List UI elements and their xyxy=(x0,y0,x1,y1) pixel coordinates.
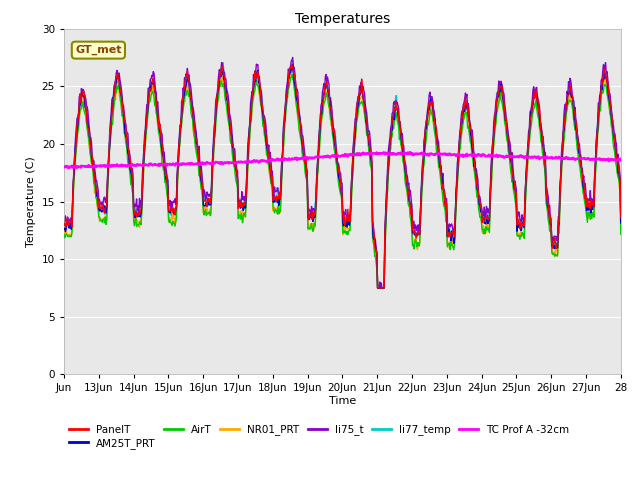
AM25T_PRT xyxy=(617,220,625,226)
TC Prof A -32cm xyxy=(433,151,440,156)
NR01_PRT xyxy=(60,232,68,238)
TC Prof A -32cm xyxy=(277,157,285,163)
NR01_PRT xyxy=(287,69,295,75)
TC Prof A -32cm xyxy=(617,156,625,162)
AirT xyxy=(255,88,263,94)
NR01_PRT xyxy=(276,210,284,216)
TC Prof A -32cm xyxy=(401,150,408,156)
li75_t xyxy=(401,160,409,166)
AirT xyxy=(374,285,381,291)
li77_temp xyxy=(228,134,236,140)
PanelT xyxy=(228,139,236,144)
li77_temp xyxy=(289,58,296,63)
Line: NR01_PRT: NR01_PRT xyxy=(64,72,621,288)
AirT xyxy=(288,72,296,78)
AM25T_PRT xyxy=(374,285,381,291)
AirT xyxy=(433,148,440,154)
AirT xyxy=(125,166,133,172)
Line: PanelT: PanelT xyxy=(64,65,621,288)
li75_t xyxy=(289,55,296,60)
AM25T_PRT xyxy=(228,133,236,139)
Title: Temperatures: Temperatures xyxy=(295,12,390,26)
PanelT xyxy=(288,62,296,68)
NR01_PRT xyxy=(433,141,440,147)
PanelT xyxy=(433,130,440,136)
Line: li75_t: li75_t xyxy=(64,58,621,288)
AirT xyxy=(228,141,236,147)
PanelT xyxy=(60,222,68,228)
AM25T_PRT xyxy=(401,168,409,174)
li75_t xyxy=(255,73,263,79)
NR01_PRT xyxy=(255,92,263,98)
AirT xyxy=(60,231,68,237)
AirT xyxy=(617,231,625,237)
AM25T_PRT xyxy=(276,196,284,202)
AM25T_PRT xyxy=(289,62,296,68)
AM25T_PRT xyxy=(60,226,68,232)
li77_temp xyxy=(60,218,68,224)
TC Prof A -32cm xyxy=(73,165,81,171)
AM25T_PRT xyxy=(433,133,440,139)
li75_t xyxy=(228,126,236,132)
AirT xyxy=(276,209,284,215)
Line: AirT: AirT xyxy=(64,75,621,288)
li77_temp xyxy=(617,220,625,226)
li77_temp xyxy=(255,83,263,88)
li75_t xyxy=(374,285,381,291)
PanelT xyxy=(617,214,625,220)
NR01_PRT xyxy=(401,176,409,181)
NR01_PRT xyxy=(374,285,381,291)
TC Prof A -32cm xyxy=(256,158,264,164)
TC Prof A -32cm xyxy=(60,164,68,170)
li77_temp xyxy=(401,163,409,169)
NR01_PRT xyxy=(228,138,236,144)
TC Prof A -32cm xyxy=(228,159,236,165)
PanelT xyxy=(401,164,409,170)
TC Prof A -32cm xyxy=(126,163,134,169)
li75_t xyxy=(617,217,625,223)
NR01_PRT xyxy=(617,230,625,236)
PanelT xyxy=(255,78,263,84)
PanelT xyxy=(276,196,284,202)
Legend: PanelT, AM25T_PRT, AirT, NR01_PRT, li75_t, li77_temp, TC Prof A -32cm: PanelT, AM25T_PRT, AirT, NR01_PRT, li75_… xyxy=(69,424,570,449)
PanelT xyxy=(374,285,381,291)
TC Prof A -32cm xyxy=(406,149,413,155)
AM25T_PRT xyxy=(255,81,263,86)
li75_t xyxy=(60,222,68,228)
Line: AM25T_PRT: AM25T_PRT xyxy=(64,65,621,288)
li77_temp xyxy=(276,198,284,204)
Line: li77_temp: li77_temp xyxy=(64,60,621,288)
li75_t xyxy=(433,125,440,131)
Y-axis label: Temperature (C): Temperature (C) xyxy=(26,156,36,247)
li77_temp xyxy=(374,285,381,291)
NR01_PRT xyxy=(125,161,133,167)
li75_t xyxy=(276,190,284,196)
li77_temp xyxy=(125,150,133,156)
X-axis label: Time: Time xyxy=(329,396,356,406)
Text: GT_met: GT_met xyxy=(75,45,122,55)
Line: TC Prof A -32cm: TC Prof A -32cm xyxy=(64,152,621,168)
li77_temp xyxy=(433,131,440,137)
AM25T_PRT xyxy=(125,162,133,168)
li75_t xyxy=(125,148,133,154)
AirT xyxy=(401,180,409,186)
PanelT xyxy=(125,156,133,161)
